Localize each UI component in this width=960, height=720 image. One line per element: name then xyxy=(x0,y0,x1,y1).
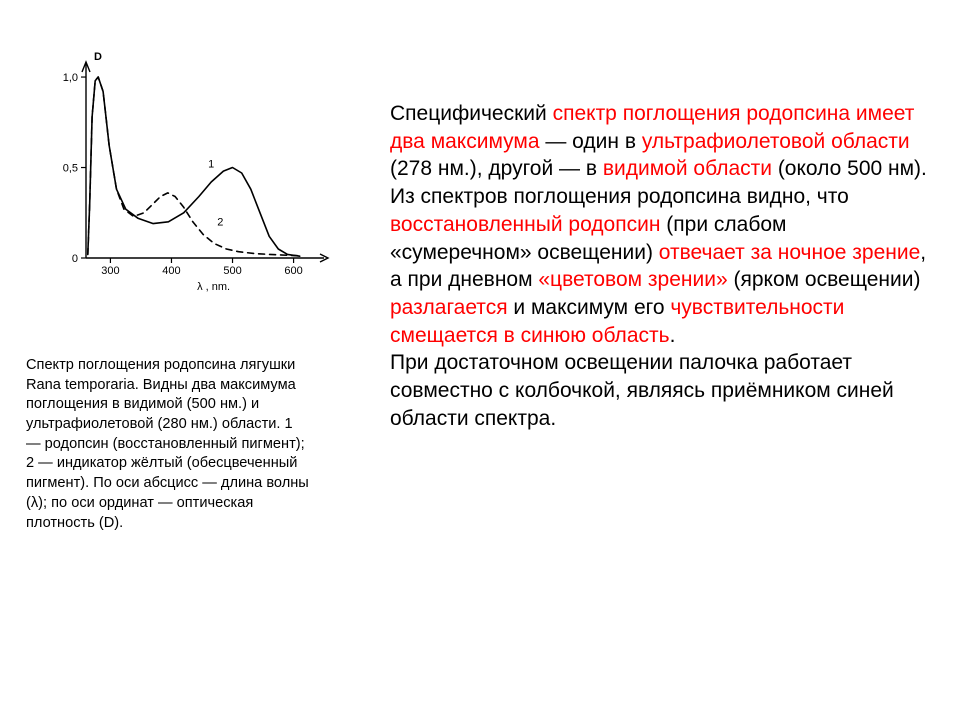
svg-text:λ , nm.: λ , nm. xyxy=(197,281,230,293)
highlighted-text: восстановленный родопсин xyxy=(390,213,660,236)
highlighted-text: «цветовом зрении» xyxy=(538,268,727,291)
svg-text:2: 2 xyxy=(217,216,223,228)
body-text: При достаточном освещении палочка работа… xyxy=(390,351,894,429)
body-text: (ярком освещении) xyxy=(728,268,921,291)
body-text: (278 нм.), другой — в xyxy=(390,157,603,180)
highlighted-text: отвечает за ночное зрение xyxy=(659,241,920,264)
svg-text:500: 500 xyxy=(223,265,241,277)
highlighted-text: видимой области xyxy=(603,157,772,180)
svg-text:1,0: 1,0 xyxy=(63,72,78,84)
body-text: Специфический xyxy=(390,102,553,125)
svg-text:300: 300 xyxy=(101,265,119,277)
svg-text:D: D xyxy=(94,51,102,63)
body-text: и максимум его xyxy=(508,296,671,319)
highlighted-text: разлагается xyxy=(390,296,508,319)
body-text: — один в xyxy=(540,130,642,153)
highlighted-text: ультрафиолетовой области xyxy=(642,130,910,153)
body-text: . xyxy=(670,324,676,347)
main-paragraph: Специфический спектр поглощения родопсин… xyxy=(390,100,930,433)
chart-caption: Спектр поглощения родопсина лягушки Rana… xyxy=(26,356,311,533)
svg-text:1: 1 xyxy=(208,159,214,171)
svg-text:0: 0 xyxy=(72,253,78,265)
svg-text:600: 600 xyxy=(284,265,302,277)
svg-text:0,5: 0,5 xyxy=(63,163,78,175)
svg-text:400: 400 xyxy=(162,265,180,277)
absorption-spectrum-chart: 00,51,0300400500600Dλ , nm.12 xyxy=(38,60,338,310)
